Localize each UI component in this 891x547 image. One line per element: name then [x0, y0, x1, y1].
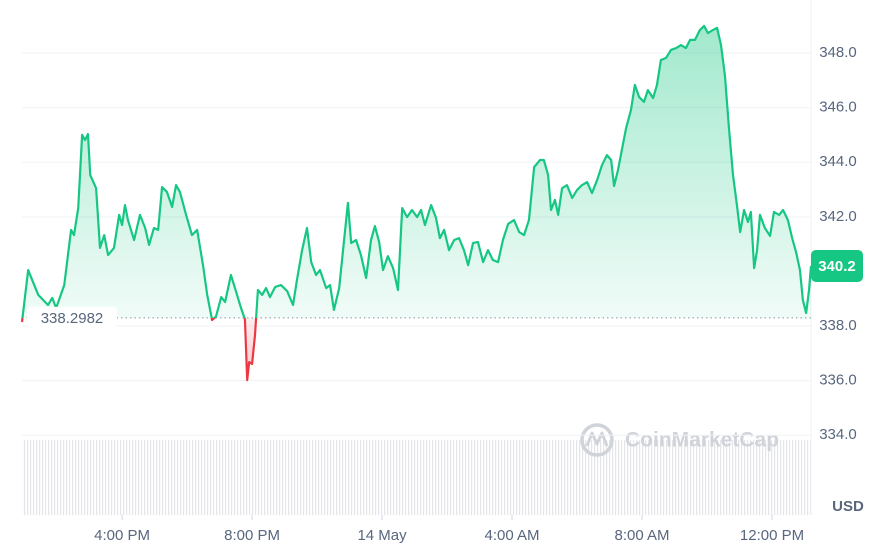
x-tick-label: 12:00 PM [740, 527, 804, 544]
y-tick-label: 342.0 [819, 208, 857, 225]
x-tick-label: 14 May [357, 527, 407, 544]
x-tick-label: 4:00 PM [94, 527, 150, 544]
y-tick-label: 344.0 [819, 153, 857, 170]
watermark: CoinMarketCap [580, 423, 779, 457]
x-tick-label: 8:00 PM [224, 527, 280, 544]
y-tick-label: 338.0 [819, 317, 857, 334]
price-line [20, 24, 813, 382]
price-area [22, 25, 811, 381]
y-tick-label: 336.0 [819, 372, 857, 389]
y-tick-label: 348.0 [819, 44, 857, 61]
y-tick-label: 346.0 [819, 99, 857, 116]
price-tag [811, 249, 863, 282]
price-tag-label: 340.2 [818, 258, 856, 275]
x-tick-label: 8:00 AM [614, 527, 669, 544]
x-tick-label: 4:00 AM [485, 527, 540, 544]
volume-texture [22, 440, 811, 515]
y-tick-label: 334.0 [819, 426, 857, 443]
unit-label: USD [832, 498, 864, 515]
baseline-label-box [27, 306, 117, 329]
watermark-text: CoinMarketCap [625, 429, 779, 452]
baseline-label: 338.2982 [41, 310, 104, 327]
